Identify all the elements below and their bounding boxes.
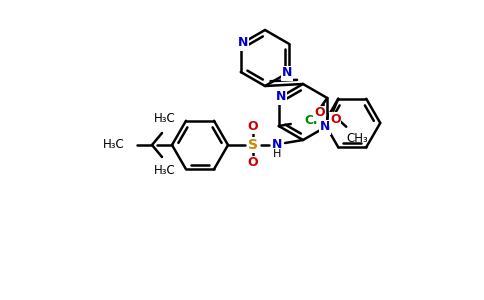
Text: H: H bbox=[273, 149, 281, 159]
Text: S: S bbox=[248, 138, 258, 152]
Text: N: N bbox=[282, 67, 292, 80]
Text: H₃C: H₃C bbox=[154, 164, 176, 178]
Text: N: N bbox=[320, 121, 331, 134]
Text: N: N bbox=[275, 91, 286, 103]
Text: O: O bbox=[314, 106, 325, 119]
Text: CH₃: CH₃ bbox=[346, 132, 368, 145]
Text: N: N bbox=[238, 37, 248, 50]
Text: O: O bbox=[248, 121, 258, 134]
Text: Cl: Cl bbox=[305, 115, 318, 128]
Text: H₃C: H₃C bbox=[103, 139, 125, 152]
Text: O: O bbox=[248, 157, 258, 169]
Text: O: O bbox=[330, 113, 341, 126]
Text: N: N bbox=[272, 139, 282, 152]
Text: H₃C: H₃C bbox=[154, 112, 176, 125]
